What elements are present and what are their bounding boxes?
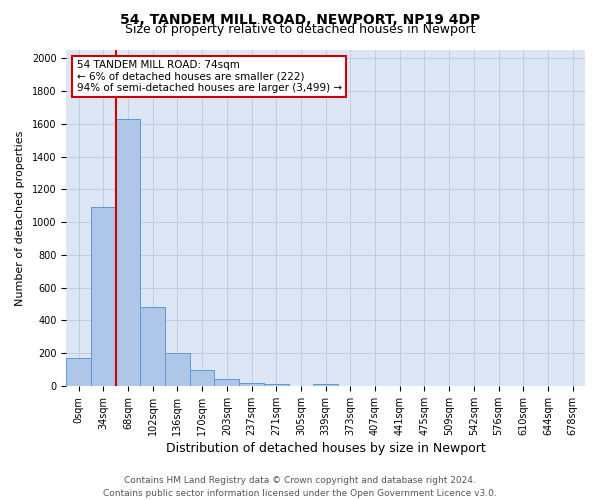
X-axis label: Distribution of detached houses by size in Newport: Distribution of detached houses by size …: [166, 442, 485, 455]
Bar: [165, 353, 190, 386]
Bar: [313, 384, 338, 386]
Bar: [239, 382, 264, 386]
Text: 54 TANDEM MILL ROAD: 74sqm
← 6% of detached houses are smaller (222)
94% of semi: 54 TANDEM MILL ROAD: 74sqm ← 6% of detac…: [77, 60, 342, 94]
Bar: [214, 380, 239, 386]
Text: Size of property relative to detached houses in Newport: Size of property relative to detached ho…: [125, 22, 475, 36]
Text: Contains HM Land Registry data © Crown copyright and database right 2024.
Contai: Contains HM Land Registry data © Crown c…: [103, 476, 497, 498]
Bar: [91, 208, 116, 386]
Bar: [116, 119, 140, 386]
Bar: [140, 308, 165, 386]
Bar: [264, 384, 289, 386]
Text: 54, TANDEM MILL ROAD, NEWPORT, NP19 4DP: 54, TANDEM MILL ROAD, NEWPORT, NP19 4DP: [120, 12, 480, 26]
Y-axis label: Number of detached properties: Number of detached properties: [15, 130, 25, 306]
Bar: [66, 358, 91, 386]
Bar: [190, 370, 214, 386]
